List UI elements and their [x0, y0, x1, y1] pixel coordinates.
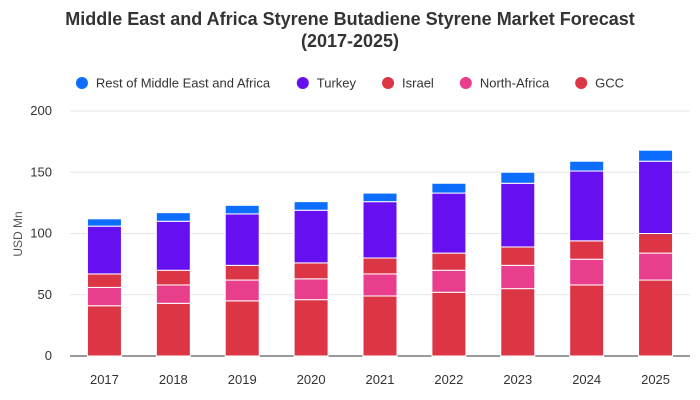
- bar-segment: [155, 220, 191, 271]
- bar-segment: [86, 218, 122, 227]
- bar-segment: [638, 233, 674, 254]
- chart-title: Middle East and Africa Styrene Butadiene…: [0, 8, 700, 52]
- bar-segment: [362, 295, 398, 357]
- y-tick-label: 100: [30, 226, 52, 241]
- bar-segment: [362, 273, 398, 297]
- bar-segment: [86, 273, 122, 288]
- legend-label: GCC: [595, 76, 624, 91]
- legend-label: Rest of Middle East and Africa: [96, 76, 271, 91]
- legend-marker: [296, 77, 309, 89]
- bar-layer: [86, 149, 674, 357]
- bar-segment: [86, 225, 122, 275]
- bar-segment: [293, 262, 329, 280]
- x-tick-label: 2020: [297, 372, 326, 387]
- x-tick-label: 2022: [434, 372, 463, 387]
- chart-title-line-1: Middle East and Africa Styrene Butadiene…: [65, 9, 635, 29]
- bar-segment: [224, 264, 260, 281]
- bar-segment: [431, 192, 467, 254]
- bar-segment: [155, 302, 191, 357]
- bar-segment: [431, 269, 467, 293]
- legend-marker: [75, 77, 88, 89]
- bar-segment: [86, 286, 122, 307]
- chart-title-line-2: (2017-2025): [300, 31, 400, 51]
- y-tick-label: 150: [30, 164, 52, 179]
- x-tick-label: 2024: [572, 372, 601, 387]
- bar-segment: [569, 284, 605, 357]
- bar-segment: [86, 305, 122, 357]
- bar-segment: [500, 171, 536, 184]
- legend-marker: [575, 77, 588, 89]
- bar-segment: [431, 291, 467, 357]
- x-tick-label: 2025: [641, 372, 670, 387]
- bar-segment: [569, 170, 605, 242]
- bar-segment: [638, 149, 674, 162]
- legend-label: Turkey: [317, 76, 357, 91]
- bar-segment: [224, 213, 260, 266]
- bar-segment: [224, 279, 260, 302]
- bar-segment: [569, 160, 605, 172]
- bar-segment: [224, 204, 260, 215]
- bar-segment: [224, 300, 260, 357]
- bar-segment: [431, 252, 467, 271]
- bar-segment: [500, 246, 536, 266]
- legend-marker: [382, 77, 395, 89]
- bar-segment: [500, 182, 536, 248]
- bar-segment: [155, 212, 191, 222]
- bar-segment: [293, 299, 329, 357]
- x-tick-label: 2023: [503, 372, 532, 387]
- y-axis-title: USD Mn: [11, 211, 25, 256]
- legend-marker: [459, 77, 472, 89]
- legend-label: North-Africa: [480, 76, 550, 91]
- bar-segment: [155, 269, 191, 286]
- axis-layer: 0 50 100 150 200 2017 2018 2019 2020 2021 2022 2023…: [30, 103, 670, 387]
- bar-segment: [155, 284, 191, 304]
- bar-segment: [362, 257, 398, 275]
- bar-segment: [293, 209, 329, 264]
- bar-segment: [431, 182, 467, 194]
- bar-segment: [500, 288, 536, 357]
- x-tick-label: 2019: [228, 372, 257, 387]
- bar-segment: [293, 278, 329, 301]
- x-tick-label: 2021: [366, 372, 395, 387]
- y-tick-label: 50: [38, 287, 52, 302]
- bar-segment: [362, 201, 398, 259]
- bar-segment: [569, 258, 605, 286]
- y-tick-label: 200: [30, 103, 52, 118]
- bar-segment: [569, 240, 605, 260]
- legend-label: Israel: [402, 76, 434, 91]
- bar-segment: [638, 279, 674, 357]
- y-tick-label: 0: [45, 348, 52, 363]
- x-tick-label: 2018: [159, 372, 188, 387]
- x-tick-label: 2017: [90, 372, 119, 387]
- bar-segment: [638, 252, 674, 281]
- bar-segment: [638, 160, 674, 235]
- bar-segment: [293, 201, 329, 211]
- bar-segment: [500, 264, 536, 290]
- bar-segment: [362, 192, 398, 203]
- legend: Rest of Middle East and Africa Turkey Isra…: [75, 76, 624, 91]
